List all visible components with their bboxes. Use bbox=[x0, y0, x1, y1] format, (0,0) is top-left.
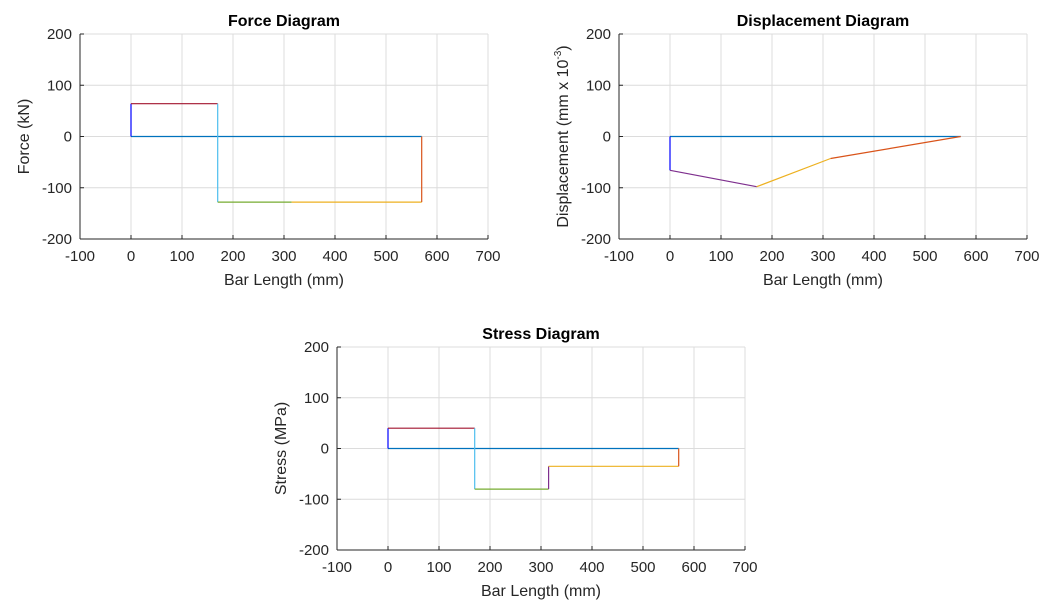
y-axis-label: Force (kN) bbox=[16, 99, 33, 175]
y-tick-label: -200 bbox=[299, 542, 329, 559]
y-tick-label: 100 bbox=[47, 77, 72, 94]
x-tick-label: 100 bbox=[708, 248, 733, 265]
y-tick-label: 0 bbox=[321, 441, 329, 458]
y-tick-label: 0 bbox=[603, 129, 611, 146]
x-tick-label: 0 bbox=[666, 248, 674, 265]
x-tick-label: 600 bbox=[424, 248, 449, 265]
x-tick-label: 600 bbox=[681, 559, 706, 576]
series-line bbox=[756, 157, 831, 188]
x-tick-label: 200 bbox=[477, 559, 502, 576]
x-tick-label: 700 bbox=[475, 248, 500, 265]
x-tick-label: 400 bbox=[579, 559, 604, 576]
x-tick-label: -100 bbox=[604, 248, 634, 265]
displacement-axes: -100 0 100 200 300 400 500 600 700-200-100010020… bbox=[553, 13, 1040, 289]
x-tick-label: 0 bbox=[127, 248, 135, 265]
x-tick-label: -100 bbox=[65, 248, 95, 265]
y-axis-label: Displacement (mm x 10-3) bbox=[553, 45, 572, 227]
x-tick-label: 500 bbox=[373, 248, 398, 265]
x-tick-label: 400 bbox=[861, 248, 886, 265]
force-axes: -100 0 100 200 300 400 500 600 700-200-100010020… bbox=[16, 13, 501, 289]
x-tick-label: 0 bbox=[384, 559, 392, 576]
chart-title: Stress Diagram bbox=[482, 326, 599, 343]
y-tick-label: 0 bbox=[64, 129, 72, 146]
x-tick-label: 500 bbox=[630, 559, 655, 576]
x-tick-label: 100 bbox=[169, 248, 194, 265]
y-tick-label: -100 bbox=[42, 180, 72, 197]
x-tick-label: 200 bbox=[759, 248, 784, 265]
x-axis-label: Bar Length (mm) bbox=[481, 583, 601, 600]
series-line bbox=[830, 135, 961, 160]
x-tick-label: 100 bbox=[426, 559, 451, 576]
y-tick-label: 200 bbox=[586, 26, 611, 43]
x-tick-label: 300 bbox=[528, 559, 553, 576]
x-tick-label: 600 bbox=[963, 248, 988, 265]
chart-title: Force Diagram bbox=[228, 13, 340, 30]
chart-title: Displacement Diagram bbox=[737, 13, 910, 30]
x-tick-label: 400 bbox=[322, 248, 347, 265]
y-tick-label: 100 bbox=[586, 77, 611, 94]
x-tick-label: 300 bbox=[810, 248, 835, 265]
x-tick-label: 300 bbox=[271, 248, 296, 265]
series-line bbox=[669, 169, 757, 188]
x-tick-label: 200 bbox=[220, 248, 245, 265]
x-tick-label: 700 bbox=[1014, 248, 1039, 265]
x-tick-label: 700 bbox=[732, 559, 757, 576]
y-tick-label: -200 bbox=[581, 231, 611, 248]
x-axis-label: Bar Length (mm) bbox=[224, 272, 344, 289]
y-tick-label: 100 bbox=[304, 390, 329, 407]
stress-axes: -100 0 100 200 300 400 500 600 700-200-100010020… bbox=[273, 326, 758, 600]
x-tick-label: -100 bbox=[322, 559, 352, 576]
y-tick-label: -200 bbox=[42, 231, 72, 248]
y-tick-label: -100 bbox=[581, 180, 611, 197]
y-tick-label: 200 bbox=[47, 26, 72, 43]
y-axis-label: Stress (MPa) bbox=[273, 402, 290, 495]
y-tick-label: 200 bbox=[304, 339, 329, 356]
x-tick-label: 500 bbox=[912, 248, 937, 265]
y-tick-label: -100 bbox=[299, 491, 329, 508]
x-axis-label: Bar Length (mm) bbox=[763, 272, 883, 289]
